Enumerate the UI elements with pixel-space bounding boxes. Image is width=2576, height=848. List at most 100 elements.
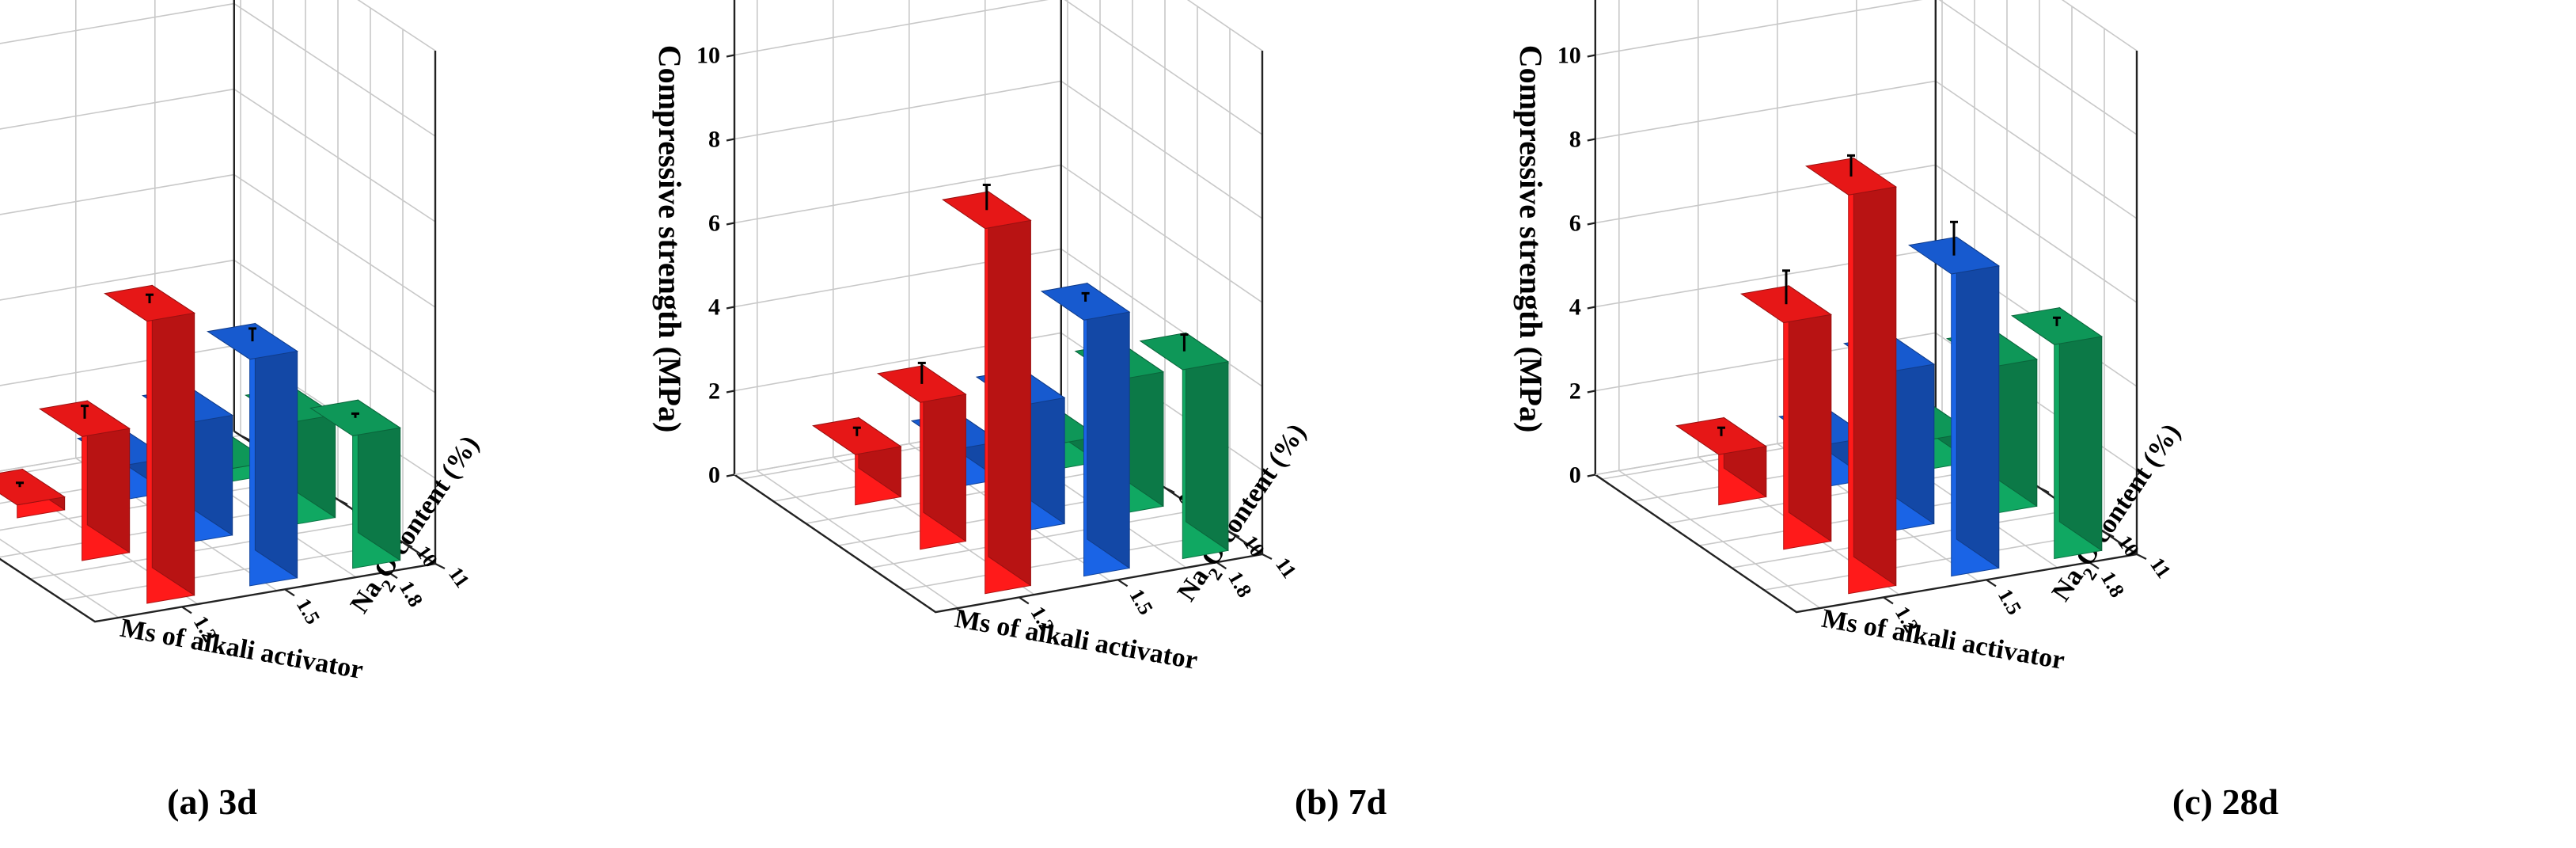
bar-ms-1.8 [2010, 306, 2104, 560]
bar-side [151, 284, 195, 596]
bar-ms-1.2 [38, 400, 131, 561]
z-tick-label: 10 [696, 43, 720, 69]
grid [1595, 0, 2138, 613]
z-tick-label: 0 [708, 462, 720, 489]
wall-gridline [734, 80, 1061, 140]
floor-gridline [0, 477, 306, 531]
ms-tick-label: 1.5 [1125, 585, 1157, 619]
wall-gridline [233, 88, 436, 222]
wall-gridline [1938, 0, 2138, 135]
bar-ms-1.2 [1675, 416, 1768, 506]
wall-gridline [2061, 0, 2138, 51]
z-axis: 0 2 4 6 8 10 Compressive strength (MPa) [1513, 43, 1596, 489]
bar-top [877, 365, 967, 403]
na2o-tick-mark [1229, 531, 1240, 538]
z-tick-label: 6 [708, 211, 720, 237]
z-tick-label: 0 [1569, 462, 1581, 489]
wall-gridline [1064, 0, 1263, 135]
bar-ms-1.2 [104, 284, 195, 604]
bar-top [0, 468, 66, 506]
z-tick-mark [726, 473, 735, 477]
bar-side [1853, 157, 1897, 587]
z-tick-mark [726, 306, 735, 310]
na2o-tick-mark [240, 435, 251, 441]
bar-top [309, 399, 401, 436]
floor-gridline [806, 465, 1133, 524]
ms-tick-label: 1.8 [2096, 568, 2129, 602]
floor-gridline [1618, 470, 1821, 609]
ms-tick-mark [284, 588, 295, 597]
na2o-tick-mark [434, 563, 446, 569]
ms-tick-mark [1019, 596, 1030, 605]
wall-gridline [1595, 164, 1936, 224]
na2o-tick-mark [1164, 487, 1175, 493]
ms-tick-mark [1117, 579, 1129, 588]
bars [1675, 154, 2104, 595]
na2o-tick-mark [2039, 487, 2050, 493]
z-tick-label: 4 [708, 295, 720, 321]
wall-gridline [1060, 164, 1263, 303]
z-tick-label: 6 [1569, 211, 1581, 237]
floor-gridline [757, 470, 959, 609]
ms-axis-label: Ms of alkali activator [1819, 604, 2066, 675]
z-tick-label: 2 [708, 378, 720, 405]
na2o-tick-mark [1261, 553, 1273, 560]
panel-caption: (c) 28d [2172, 781, 2279, 822]
wall-gridline [1935, 164, 2138, 303]
z-tick-mark [726, 54, 735, 58]
wall-gridline [233, 259, 436, 394]
bar-ms-1.2 [942, 184, 1032, 595]
bar-side [1788, 284, 1832, 542]
panel-caption: (a) 3d [167, 781, 257, 822]
z-tick-mark [726, 390, 735, 394]
wall-gridline [1595, 0, 1923, 56]
wall-gridline [0, 88, 234, 130]
na2o-tick-label: 11 [1271, 553, 1301, 583]
na2o-tick-label: 11 [444, 563, 474, 592]
wall-gridline [734, 164, 1061, 224]
floor-gridline [29, 520, 371, 580]
z-tick-mark [726, 138, 735, 142]
bar-ms-1.5 [1907, 220, 2001, 577]
z-tick-mark [1587, 473, 1596, 477]
na2o-tick-mark [337, 499, 348, 505]
z-tick-label: 8 [1569, 127, 1581, 153]
ms-tick-label: 1.8 [395, 577, 427, 611]
bar-ms-1.5 [207, 322, 298, 587]
z-axis-label: Compressive strength (MPa) [1513, 45, 1549, 433]
ms-tick-mark [1216, 561, 1227, 570]
ms-tick-mark [387, 571, 398, 580]
wall-gridline [1935, 80, 2138, 219]
bar-ms-1.2 [812, 416, 902, 506]
bar-ms-1.2 [877, 361, 967, 550]
na2o-tick-mark [2104, 531, 2115, 538]
wall-gridline [233, 173, 436, 308]
z-tick-label: 8 [708, 127, 720, 153]
z-tick-label: 4 [1569, 295, 1581, 321]
z-tick-mark [726, 222, 735, 226]
ms-tick-label: 1.8 [1224, 568, 1256, 602]
bar-ms-1.8 [1139, 332, 1230, 560]
ms-tick-mark [2088, 561, 2100, 570]
wall-gridline [1060, 80, 1263, 219]
bar-side [988, 191, 1031, 587]
na2o-tick-mark [402, 542, 413, 548]
bar-ms-1.2 [0, 468, 66, 519]
z-tick-mark [1587, 54, 1596, 58]
na2o-tick-label: 11 [2145, 553, 2176, 583]
wall-gridline [1595, 80, 1936, 140]
floor-gridline [1666, 465, 2008, 524]
bar-side [1087, 282, 1130, 569]
wall-gridline [0, 2, 234, 44]
z-tick-label: 2 [1569, 378, 1581, 405]
z-axis-label: Compressive strength (MPa) [652, 45, 688, 433]
ms-tick-label: 1.5 [292, 595, 324, 629]
wall-gridline [1060, 248, 1263, 387]
bar-ms-1.2 [1739, 269, 1833, 550]
z-tick-mark [1587, 138, 1596, 142]
wall-gridline [0, 173, 234, 215]
